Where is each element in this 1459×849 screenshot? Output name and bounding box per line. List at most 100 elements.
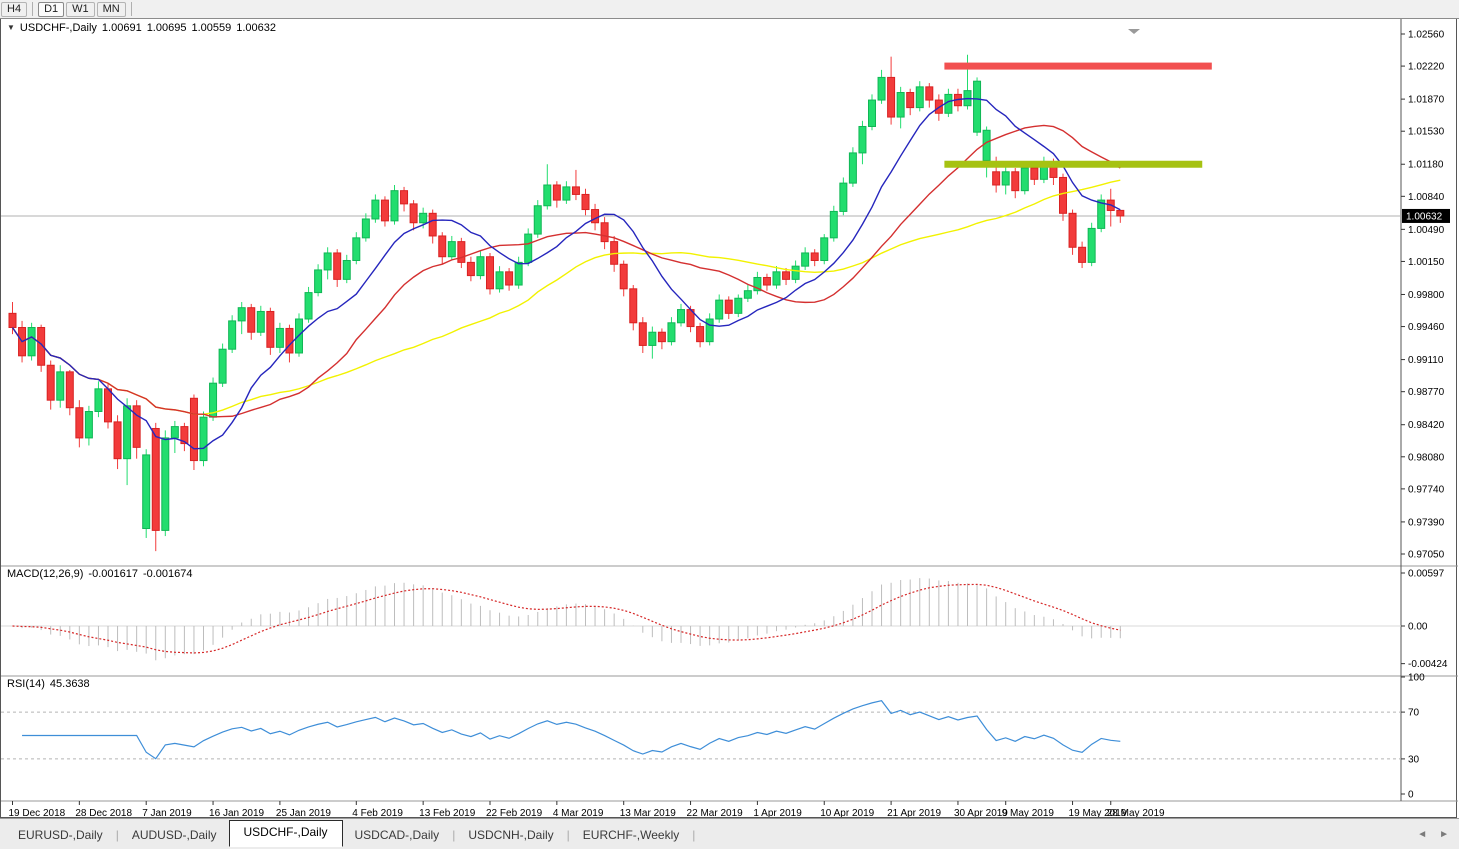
date-axis-label: 28 Dec 2018 (75, 808, 132, 817)
candlestick (896, 92, 905, 118)
date-axis-label: 7 Jan 2019 (142, 808, 192, 817)
date-axis-label: 4 Mar 2019 (553, 808, 604, 817)
candlestick (37, 327, 46, 366)
timeframe-button-h4[interactable]: H4 (1, 1, 28, 17)
tab-usdcnh-daily[interactable]: USDCNH-,Daily (468, 827, 554, 842)
candlestick (495, 271, 504, 290)
candlestick (734, 297, 743, 314)
candlestick (371, 199, 380, 220)
candlestick (285, 327, 294, 354)
macd-axis-label: 0.00 (1408, 622, 1428, 633)
current-price-tag (1402, 208, 1450, 223)
tab-scroll-arrows: ◄ ► (1417, 829, 1449, 840)
candlestick (677, 309, 685, 324)
candlestick (992, 171, 1001, 186)
timeframe-button-w1[interactable]: W1 (66, 1, 95, 17)
tab-scroll-left-icon[interactable]: ◄ (1417, 829, 1428, 840)
date-axis-label: 19 May 2019 (1069, 808, 1127, 817)
candlestick (438, 235, 447, 258)
date-axis-label: 28 May 2019 (1107, 808, 1165, 817)
price-chart-canvas[interactable]: 1.02560 1.02220 1.01870 1.01530 1.01180 1.008… (1, 19, 1458, 817)
candlestick (342, 259, 351, 280)
candlestick (829, 210, 838, 239)
timeframe-button-d1[interactable]: D1 (38, 1, 65, 17)
candlestick (906, 92, 915, 109)
candlestick (705, 318, 714, 343)
candlestick (457, 241, 466, 263)
candlestick (8, 312, 17, 329)
resistance-level-bar[interactable] (944, 62, 1212, 70)
candlestick (151, 427, 160, 531)
date-axis-label: 13 Mar 2019 (620, 808, 677, 817)
candlestick (400, 190, 409, 205)
candlestick (505, 271, 514, 286)
tab-separator: | (115, 827, 119, 842)
candlestick (743, 290, 752, 299)
price-axis-label: 1.02220 (1408, 62, 1445, 73)
candlestick (170, 426, 179, 439)
candlestick (1020, 167, 1029, 192)
moving-average-line-21 (11, 124, 1121, 418)
timeframe-button-mn[interactable]: MN (96, 1, 126, 17)
candlestick (581, 193, 590, 211)
candlestick (600, 222, 609, 243)
candlestick (1068, 212, 1077, 248)
candlestick (189, 397, 198, 462)
candlestick (715, 299, 724, 320)
candlestick (696, 326, 705, 343)
date-axis-label: 22 Feb 2019 (486, 808, 543, 817)
candlestick (132, 405, 141, 448)
tab-eurchf-weekly[interactable]: EURCHF-,Weekly (582, 827, 680, 842)
price-axis-label: 0.97740 (1408, 484, 1445, 495)
support-level-bar[interactable] (944, 160, 1203, 168)
tab-audusd-daily[interactable]: AUDUSD-,Daily (131, 827, 217, 842)
candlestick (619, 263, 628, 290)
candlestick (791, 265, 800, 280)
candlestick (104, 388, 112, 423)
candlestick (533, 205, 542, 235)
candlestick (810, 252, 819, 261)
price-axis-label: 0.99460 (1408, 322, 1445, 333)
tab-eurusd-daily[interactable]: EURUSD-,Daily (18, 827, 103, 842)
date-axis-label: 25 Jan 2019 (276, 808, 331, 817)
candlestick (839, 182, 848, 212)
moving-average-line-40 (11, 179, 1121, 415)
date-axis-label: 4 Feb 2019 (352, 808, 403, 817)
candlestick (333, 252, 342, 280)
candlestick (887, 76, 896, 118)
tab-scroll-right-icon[interactable]: ► (1439, 829, 1449, 840)
candlestick (1087, 227, 1096, 263)
candlestick (724, 299, 733, 314)
candles-layer (8, 54, 1125, 552)
candlestick (237, 307, 246, 322)
date-axis-label: 30 Apr 2019 (954, 808, 1008, 817)
candlestick (161, 437, 170, 531)
candlestick (409, 203, 418, 224)
candlestick (1011, 171, 1020, 192)
candlestick (123, 405, 132, 460)
candlestick (820, 237, 829, 261)
candlestick (447, 241, 456, 258)
date-axis-label: 9 May 2019 (1002, 808, 1055, 817)
candlestick (801, 252, 810, 267)
macd-histogram-layer (21, 578, 1121, 661)
date-axis-label: 22 Mar 2019 (687, 808, 744, 817)
candlestick (762, 276, 771, 286)
candlestick (571, 186, 580, 195)
tab-usdchf-daily[interactable]: USDCHF-,Daily (228, 820, 343, 847)
chart-shift-marker-icon[interactable] (1128, 29, 1140, 34)
candlestick (266, 310, 275, 348)
candlestick (848, 152, 857, 184)
candlestick (314, 269, 323, 294)
candlestick (562, 186, 571, 201)
candlestick (466, 261, 475, 277)
candlestick (247, 307, 256, 333)
candlestick (1116, 209, 1125, 217)
tab-usdcad-daily[interactable]: USDCAD-,Daily (354, 827, 440, 842)
candlestick (428, 212, 437, 237)
candlestick (552, 184, 561, 201)
rsi-axis-label: 30 (1408, 754, 1420, 765)
candlestick (56, 371, 65, 401)
candlestick (380, 199, 389, 222)
candlestick (982, 129, 991, 161)
